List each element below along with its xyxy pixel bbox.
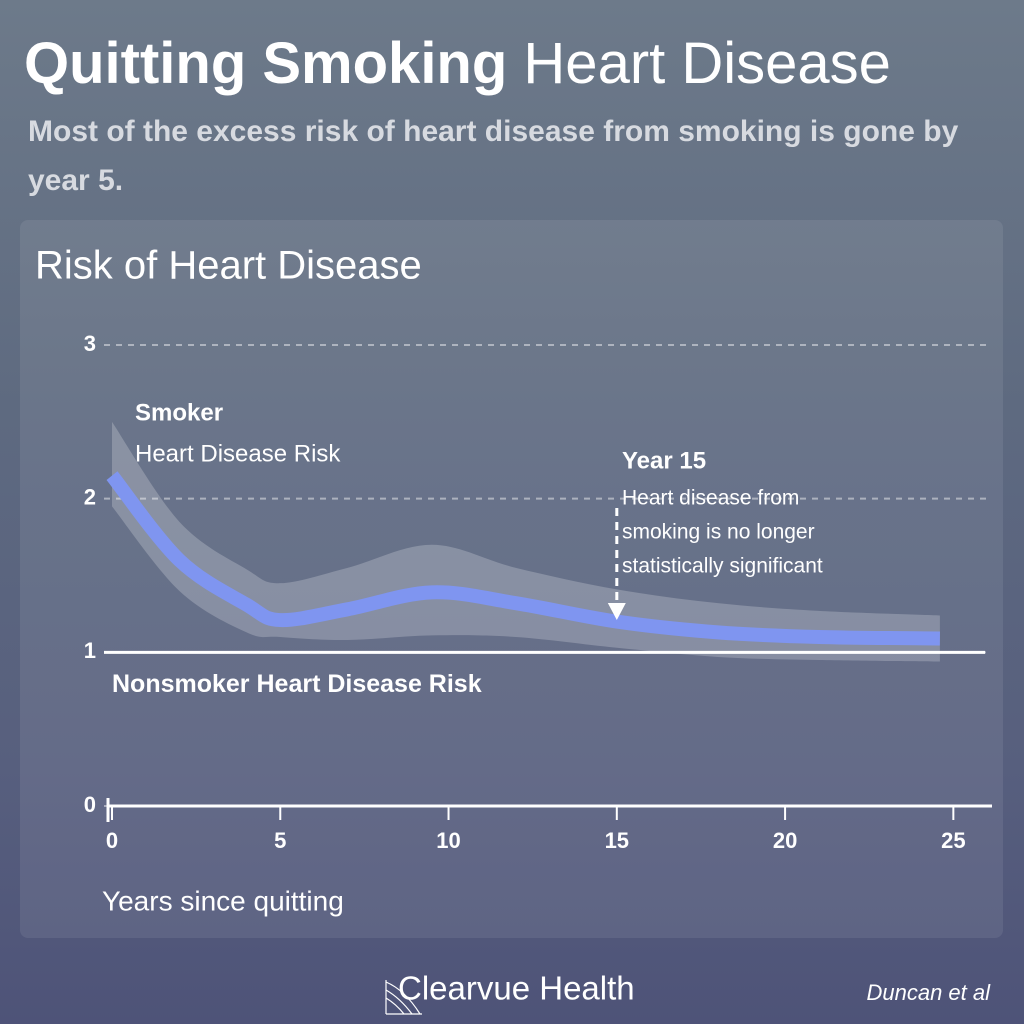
subtitle: Most of the excess risk of heart disease… [28, 115, 959, 197]
logo [385, 980, 422, 1015]
title: Quitting Smoking Heart Disease [24, 30, 1004, 97]
annotation-text: Heart disease from [622, 487, 799, 510]
series-detail: Heart Disease Risk [135, 440, 341, 467]
annotation-text: statistically significant [622, 555, 823, 578]
x-tick-label: 15 [605, 828, 629, 853]
baseline-label: Nonsmoker Heart Disease Risk [112, 670, 482, 698]
title-bold: Quitting Smoking [24, 31, 508, 96]
x-tick-label: 0 [106, 828, 118, 853]
arrow-head [607, 603, 626, 620]
x-tick-label: 20 [773, 828, 797, 853]
y-tick-label: 1 [84, 638, 96, 663]
annotation-text: smoking is no longer [622, 521, 815, 544]
x-tick-label: 10 [436, 828, 460, 853]
x-axis-label: Years since quitting [102, 885, 344, 916]
series-name: Smoker [135, 399, 223, 426]
x-tick-label: 25 [941, 828, 965, 853]
panel [20, 220, 1003, 938]
source: Duncan et al [866, 980, 991, 1005]
header: Quitting Smoking Heart Disease Most of t… [24, 30, 1004, 205]
series-line [106, 471, 940, 646]
annotation-title: Year 15 [622, 447, 706, 474]
title-rest: Heart Disease [523, 31, 891, 96]
brand: Clearvue Health [398, 970, 635, 1007]
confidence-band [112, 421, 940, 662]
chart-title: Risk of Heart Disease [35, 244, 422, 288]
y-tick-label: 2 [84, 484, 96, 509]
y-tick-label: 3 [84, 331, 96, 356]
x-tick-label: 5 [274, 828, 286, 853]
y-tick-label: 0 [84, 792, 96, 817]
